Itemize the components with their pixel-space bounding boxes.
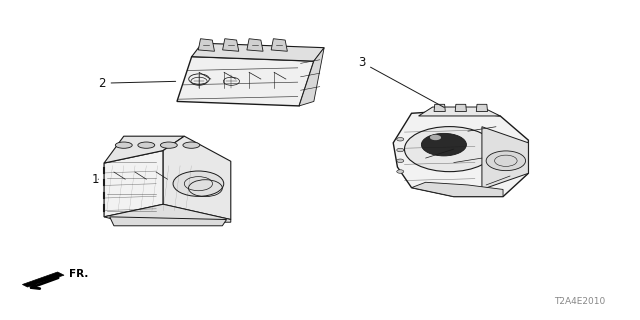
Polygon shape <box>109 217 227 226</box>
Ellipse shape <box>138 142 155 148</box>
Text: 1: 1 <box>92 173 99 186</box>
Ellipse shape <box>161 142 177 148</box>
Polygon shape <box>393 111 529 196</box>
Polygon shape <box>192 43 324 61</box>
Polygon shape <box>163 136 231 220</box>
Circle shape <box>397 138 404 141</box>
Text: 2: 2 <box>98 77 175 90</box>
Polygon shape <box>104 136 184 163</box>
Polygon shape <box>22 272 64 287</box>
Text: 3: 3 <box>358 56 444 108</box>
Ellipse shape <box>115 142 132 148</box>
Ellipse shape <box>183 142 200 148</box>
Circle shape <box>173 171 224 196</box>
Polygon shape <box>177 57 314 106</box>
Polygon shape <box>299 48 324 106</box>
Polygon shape <box>482 127 529 189</box>
Circle shape <box>397 159 404 163</box>
Polygon shape <box>104 150 163 217</box>
Text: T2A4E2010: T2A4E2010 <box>554 297 605 306</box>
Polygon shape <box>419 107 500 116</box>
Circle shape <box>397 148 404 152</box>
Circle shape <box>486 151 525 171</box>
Ellipse shape <box>430 135 441 140</box>
Circle shape <box>404 127 495 172</box>
Circle shape <box>397 170 404 173</box>
Polygon shape <box>198 39 214 51</box>
Circle shape <box>421 133 467 156</box>
Polygon shape <box>223 39 239 51</box>
Polygon shape <box>455 104 467 111</box>
Polygon shape <box>247 39 263 51</box>
Polygon shape <box>271 39 287 51</box>
Text: FR.: FR. <box>69 269 88 279</box>
Polygon shape <box>104 204 231 222</box>
Polygon shape <box>434 104 445 111</box>
Polygon shape <box>412 182 503 196</box>
Polygon shape <box>476 104 488 111</box>
